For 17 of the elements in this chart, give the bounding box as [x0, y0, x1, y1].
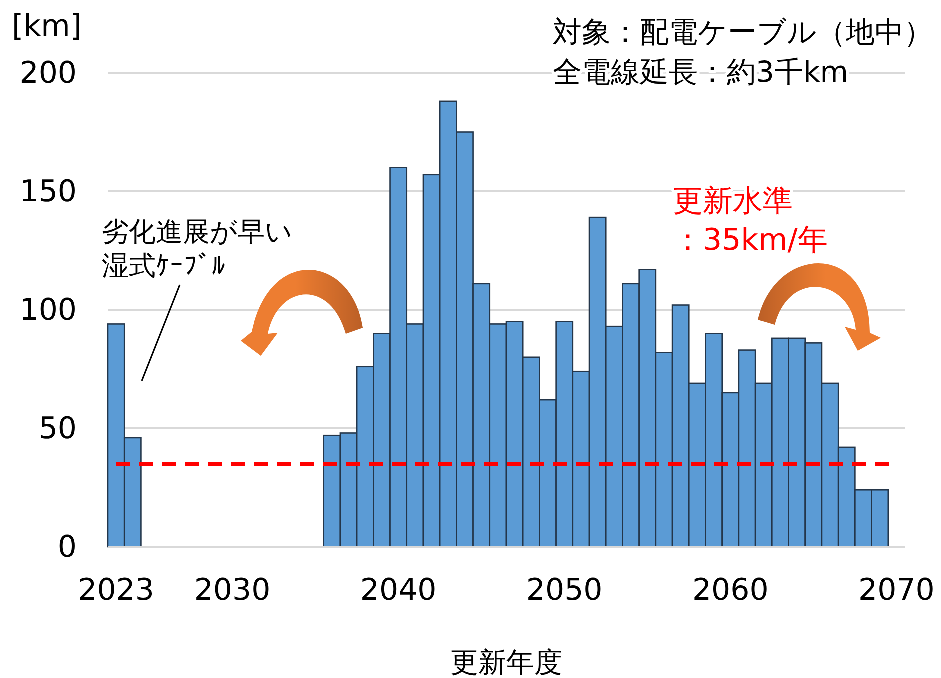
x-tick-label: 2060: [692, 573, 769, 608]
x-tick-label: 2023: [78, 573, 154, 608]
x-axis-title: 更新年度: [450, 646, 562, 678]
annotation: 全電線延長：約3千km: [553, 55, 848, 89]
y-tick-label: 50: [38, 411, 77, 446]
y-tick-label: 200: [20, 56, 77, 90]
x-tick-label: 2040: [360, 573, 437, 608]
text: 対象：配電ケーブル（地中）: [553, 15, 933, 49]
ref-line-label: 更新水準：35km/年: [673, 184, 828, 258]
annotation: 劣化進展が早い湿式ｹｰﾌﾞﾙ: [102, 217, 293, 282]
x-tick-label: 2030: [194, 573, 271, 608]
x-tick-label: 2050: [526, 573, 603, 608]
y-tick-label: 150: [20, 174, 77, 209]
y-axis-title: [km]: [12, 9, 82, 44]
x-tick-label: 2070: [858, 573, 935, 608]
y-tick-label: 0: [58, 530, 77, 564]
y-tick-label: 100: [20, 292, 77, 328]
